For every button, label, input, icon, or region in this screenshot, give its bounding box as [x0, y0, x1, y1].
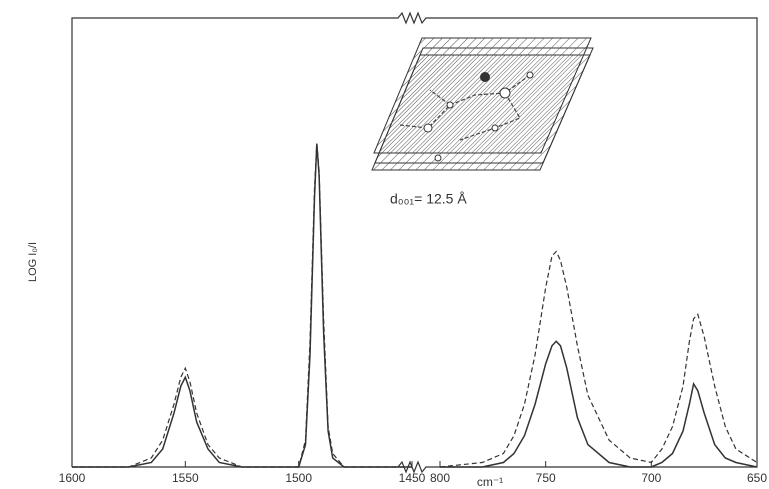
x-tick-label: 750 — [536, 471, 556, 485]
x-tick-label: 1500 — [285, 471, 312, 485]
x-tick-label: 650 — [747, 471, 767, 485]
y-axis-label: LOG I₀/I — [27, 242, 39, 282]
x-tick-label: 1600 — [59, 471, 86, 485]
spectrum-line — [440, 340, 758, 468]
annotation: d₀₀₁= 12.5 Å — [390, 191, 467, 207]
x-axis-label: cm⁻¹ — [477, 475, 503, 489]
x-tick-label: 1450 — [399, 471, 426, 485]
spectrum-line — [72, 143, 412, 468]
spectrum-line — [439, 250, 758, 468]
spectrum-line — [72, 143, 412, 468]
x-tick-label: 700 — [641, 471, 661, 485]
x-tick-label: 1550 — [172, 471, 199, 485]
frame — [71, 11, 758, 468]
inset-diagram — [371, 37, 594, 171]
x-tick-label: 800 — [430, 471, 450, 485]
